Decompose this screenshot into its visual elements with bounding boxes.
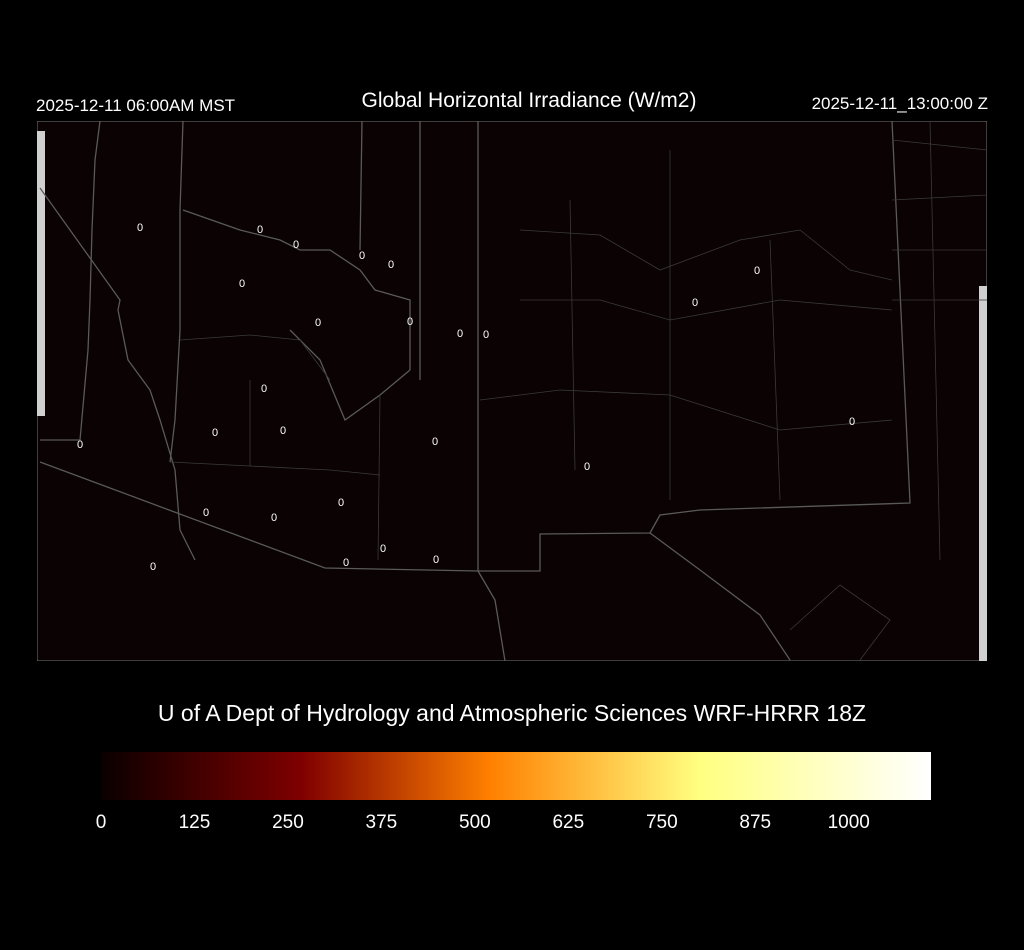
station-value: 0 (457, 328, 463, 340)
colorbar-tick-label: 0 (95, 812, 107, 833)
county-borders (169, 121, 987, 661)
colorbar (101, 752, 931, 800)
station-value: 0 (239, 278, 245, 290)
county-line (769, 239, 781, 501)
county-line (519, 229, 893, 281)
station-value: 0 (849, 416, 855, 428)
county-line (179, 334, 331, 381)
border-line (649, 532, 791, 661)
station-value: 0 (293, 239, 299, 251)
station-value: 0 (433, 554, 439, 566)
station-value: 0 (380, 543, 386, 555)
irradiance-map: 0 0 0 0 0 0 0 0 0 0 0 0 0 0 0 0 0 0 0 0 0 0 0 0 0 0 (37, 121, 987, 661)
station-value: 0 (257, 224, 263, 236)
station-value: 0 (137, 222, 143, 234)
border-line (39, 187, 196, 561)
border-line (477, 570, 506, 661)
station-value: 0 (315, 317, 321, 329)
station-value: 0 (388, 259, 394, 271)
local-time-label: 2025-12-11 06:00AM MST (36, 96, 236, 115)
colorbar-tick-label: 750 (645, 812, 678, 833)
county-line (789, 584, 891, 661)
border-line (359, 121, 363, 251)
station-value: 0 (150, 561, 156, 573)
model-credit: U of A Dept of Hydrology and Atmospheric… (157, 700, 867, 726)
station-values: 0 0 0 0 0 0 0 0 0 0 0 0 0 0 0 0 0 0 0 0 0 0 0 0 0 0 (77, 222, 855, 573)
colorbar-tick-label: 1000 (827, 812, 870, 833)
station-value: 0 (343, 557, 349, 569)
station-value: 0 (271, 512, 277, 524)
station-value: 0 (407, 316, 413, 328)
border-line (182, 209, 411, 370)
station-value: 0 (280, 425, 286, 437)
map-title: Global Horizontal Irradiance (W/m2) (361, 89, 697, 112)
county-line (891, 139, 987, 151)
state-borders (39, 121, 911, 661)
station-value: 0 (483, 329, 489, 341)
county-line (377, 394, 381, 561)
county-line (891, 194, 987, 201)
border-line (39, 121, 911, 572)
station-value: 0 (338, 497, 344, 509)
station-value: 0 (754, 265, 760, 277)
colorbar-tick-label: 250 (272, 812, 304, 833)
right-edge-strip (979, 286, 987, 661)
station-value: 0 (261, 383, 267, 395)
colorbar-tick-label: 875 (739, 812, 772, 833)
colorbar-tick-label: 125 (178, 812, 211, 833)
left-edge-strip (37, 131, 45, 416)
valid-time-label: 2025-12-11_13:00:00 Z (811, 94, 988, 113)
border-line (289, 329, 411, 422)
colorbar-tick-label: 625 (552, 812, 585, 833)
station-value: 0 (359, 250, 365, 262)
station-value: 0 (584, 461, 590, 473)
station-value: 0 (692, 297, 698, 309)
station-value: 0 (77, 439, 83, 451)
colorbar-tick-label: 375 (365, 812, 398, 833)
county-line (569, 199, 576, 471)
county-line (929, 121, 941, 561)
colorbar-tick-label: 500 (459, 812, 491, 833)
station-value: 0 (432, 436, 438, 448)
station-value: 0 (212, 427, 218, 439)
border-line (169, 121, 184, 463)
border-line (40, 121, 101, 441)
station-value: 0 (203, 507, 209, 519)
county-line (169, 461, 381, 476)
map-background (37, 121, 987, 661)
colorbar-gradient (101, 752, 931, 800)
